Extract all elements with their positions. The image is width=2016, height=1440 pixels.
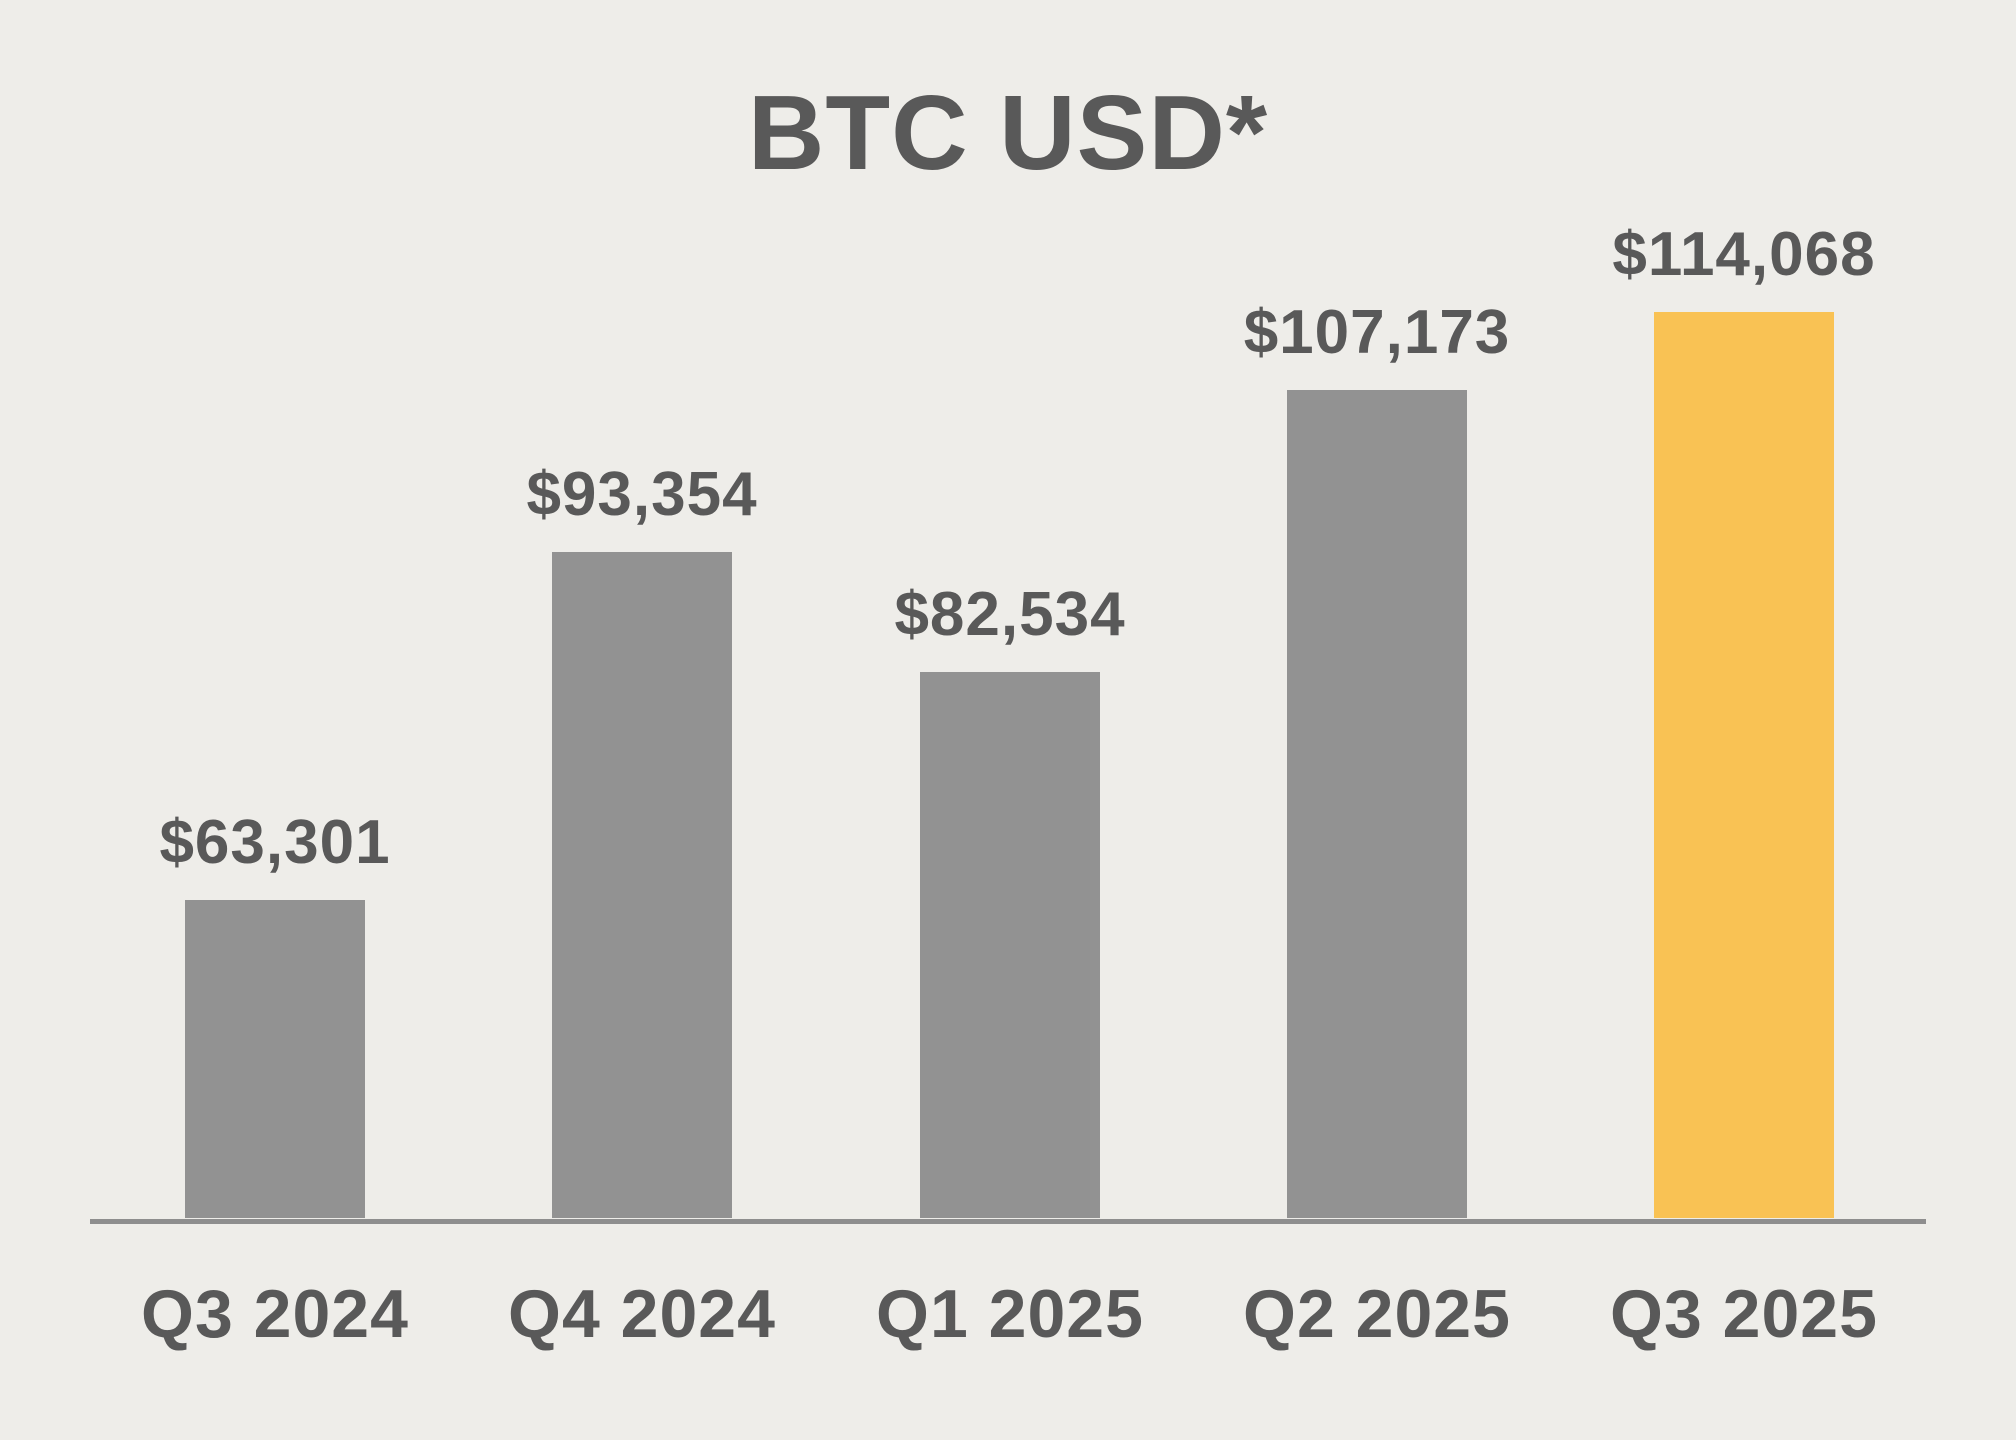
value-label: $93,354	[526, 460, 758, 529]
bar-q1-2025	[920, 672, 1100, 1218]
value-label: $107,173	[1243, 298, 1511, 367]
chart-title: BTC USD*	[747, 74, 1269, 192]
bar-q3-2024	[185, 900, 365, 1218]
bar-q3-2025	[1654, 312, 1834, 1218]
bar-q4-2024	[552, 552, 732, 1218]
x-tick-label: Q3 2025	[1610, 1276, 1878, 1352]
x-axis-line	[90, 1219, 1926, 1224]
x-tick-label: Q4 2024	[508, 1276, 776, 1352]
bar-q2-2025	[1287, 390, 1467, 1218]
value-label: $114,068	[1612, 220, 1876, 289]
value-label: $82,534	[894, 580, 1126, 649]
x-tick-label: Q2 2025	[1243, 1276, 1511, 1352]
x-tick-label: Q3 2024	[141, 1276, 409, 1352]
x-tick-label: Q1 2025	[876, 1276, 1144, 1352]
value-label: $63,301	[159, 808, 391, 877]
